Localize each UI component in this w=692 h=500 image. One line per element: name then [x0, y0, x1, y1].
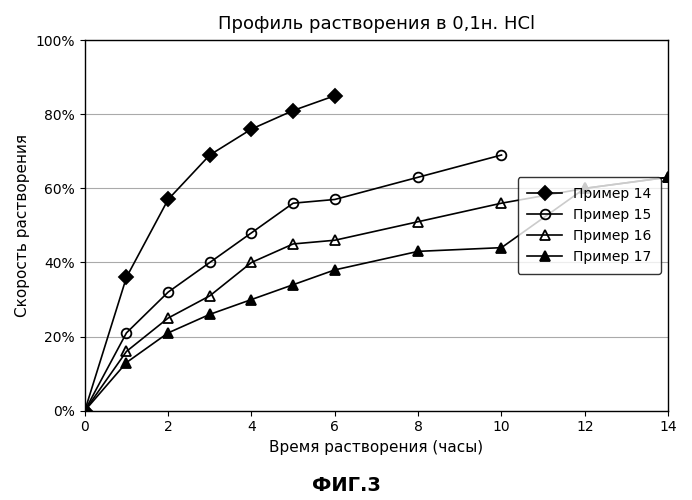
Пример 15	[289, 200, 298, 206]
Line: Пример 14: Пример 14	[80, 91, 340, 416]
Пример 15	[498, 152, 506, 158]
Пример 16	[81, 408, 89, 414]
Пример 14	[122, 274, 131, 280]
Пример 15	[247, 230, 255, 236]
Пример 15	[164, 289, 172, 295]
Пример 15	[206, 260, 214, 266]
Пример 16	[289, 241, 298, 247]
Пример 15	[81, 408, 89, 414]
Пример 17	[247, 296, 255, 302]
Пример 16	[331, 237, 339, 243]
Пример 16	[122, 348, 131, 354]
Пример 16	[164, 315, 172, 321]
Пример 17	[498, 244, 506, 250]
Пример 14	[247, 126, 255, 132]
X-axis label: Время растворения (часы): Время растворения (часы)	[269, 440, 484, 455]
Пример 14	[206, 152, 214, 158]
Пример 16	[206, 293, 214, 299]
Пример 16	[498, 200, 506, 206]
Пример 16	[414, 218, 422, 224]
Line: Пример 17: Пример 17	[80, 172, 673, 416]
Пример 15	[331, 196, 339, 202]
Legend: Пример 14, Пример 15, Пример 16, Пример 17: Пример 14, Пример 15, Пример 16, Пример …	[518, 178, 662, 274]
Пример 16	[247, 260, 255, 266]
Пример 17	[206, 312, 214, 318]
Пример 17	[289, 282, 298, 288]
Пример 15	[122, 330, 131, 336]
Пример 14	[289, 108, 298, 114]
Пример 17	[122, 360, 131, 366]
Пример 17	[331, 267, 339, 273]
Пример 14	[331, 92, 339, 98]
Пример 16	[581, 186, 589, 192]
Y-axis label: Скорость растворения: Скорость растворения	[15, 134, 30, 317]
Пример 17	[414, 248, 422, 254]
Пример 17	[81, 408, 89, 414]
Text: ФИГ.3: ФИГ.3	[311, 476, 381, 495]
Пример 14	[164, 196, 172, 202]
Пример 16	[664, 174, 673, 180]
Пример 17	[664, 174, 673, 180]
Пример 15	[414, 174, 422, 180]
Line: Пример 15: Пример 15	[80, 150, 507, 415]
Line: Пример 16: Пример 16	[80, 172, 673, 416]
Пример 17	[164, 330, 172, 336]
Title: Профиль растворения в 0,1н. HCl: Профиль растворения в 0,1н. HCl	[218, 15, 535, 33]
Пример 14	[81, 408, 89, 414]
Пример 17	[581, 186, 589, 192]
